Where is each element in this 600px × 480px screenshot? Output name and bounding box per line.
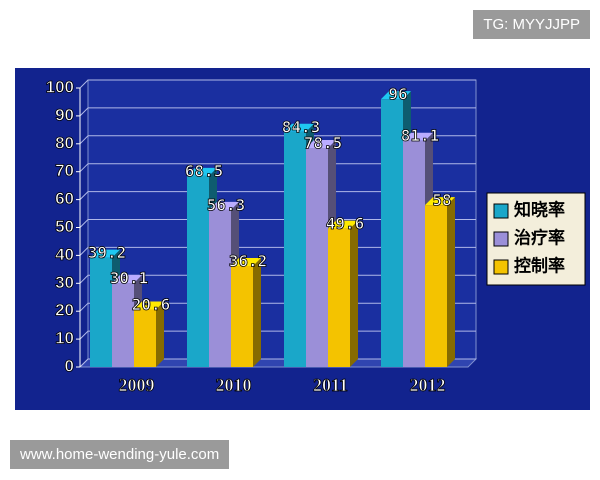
data-label: 81.1 [401, 126, 440, 145]
bar-top [425, 197, 455, 206]
legend-label: 知晓率 [513, 199, 565, 219]
y-tick-label: 60 [55, 189, 74, 208]
grid-line [79, 163, 476, 173]
legend-swatch [493, 231, 509, 247]
bar-side [253, 258, 261, 367]
grid-line [79, 79, 476, 89]
bar-top [381, 91, 411, 100]
legend-swatch [493, 259, 509, 275]
y-tick-label: 70 [55, 161, 74, 180]
watermark: www.home-wending-yule.com [10, 440, 230, 469]
y-tick-label: 10 [55, 329, 74, 348]
y-tick-label: 80 [55, 133, 74, 152]
bar [306, 147, 328, 367]
bar [209, 209, 231, 367]
bar-top [284, 123, 314, 132]
x-tick-label: 2011 [313, 375, 348, 395]
bar [112, 283, 134, 367]
grid-line [79, 219, 476, 228]
y-tick-label: 20 [55, 301, 74, 320]
bar [90, 257, 112, 367]
data-label: 49.6 [326, 214, 365, 233]
grid-line [79, 135, 476, 145]
legend-swatch [493, 203, 509, 219]
bar-side [156, 301, 164, 367]
data-label: 68.5 [185, 161, 224, 180]
bar-top [90, 249, 120, 258]
bar-side [447, 197, 455, 367]
bar-top [403, 132, 433, 141]
x-tick-label: 2009 [119, 375, 155, 395]
bar [134, 309, 156, 367]
y-tick-label: 50 [55, 217, 74, 236]
bar-side [350, 220, 358, 367]
data-label: 58 [432, 191, 451, 210]
bar-top [209, 201, 239, 210]
bar-top [231, 258, 261, 267]
y-tick-label: 40 [55, 245, 74, 264]
bar-top [134, 301, 164, 310]
x-tick-label: 2010 [216, 375, 252, 395]
y-tick-label: 100 [46, 77, 74, 96]
bar [187, 175, 209, 367]
bar [381, 99, 403, 367]
bar [284, 131, 306, 367]
data-label: 30.1 [110, 269, 149, 288]
data-label: 56.3 [207, 195, 246, 214]
x-tick-label: 2012 [410, 375, 446, 395]
bar [403, 140, 425, 367]
data-label: 96 [388, 85, 407, 104]
grid-line [79, 191, 476, 200]
data-label: 36.2 [229, 252, 268, 271]
bar-top [306, 139, 336, 148]
data-label: 39.2 [88, 243, 127, 262]
bar [328, 228, 350, 367]
legend-label: 控制率 [514, 255, 565, 275]
grid-line [79, 107, 476, 117]
bar [425, 205, 447, 367]
watermark: TG: MYYJJPP [473, 10, 590, 39]
legend-label: 治疗率 [514, 227, 565, 247]
data-label: 84.3 [282, 117, 321, 136]
bar-top [112, 275, 142, 284]
bar-top [187, 167, 217, 176]
y-tick-label: 90 [55, 105, 74, 124]
data-label: 20.6 [132, 295, 171, 314]
bar-top [328, 220, 358, 229]
y-tick-label: 30 [55, 273, 74, 292]
bar [231, 266, 253, 367]
y-tick-label: 0 [65, 356, 74, 375]
data-label: 78.5 [304, 133, 343, 152]
